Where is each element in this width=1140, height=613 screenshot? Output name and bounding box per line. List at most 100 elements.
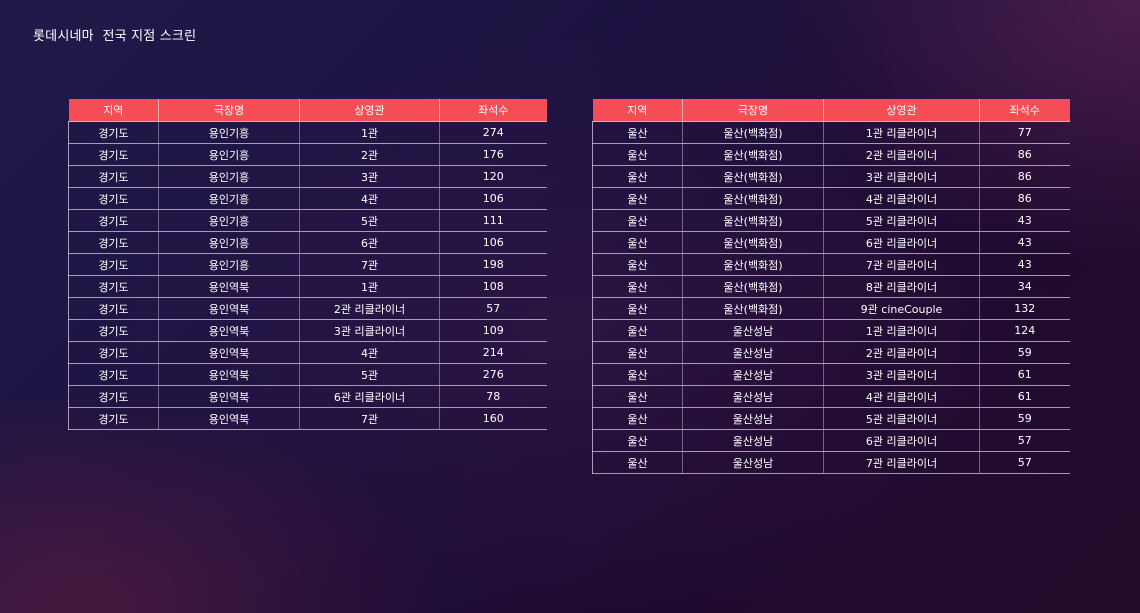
cell-theater[interactable]: 울산(백화점)	[682, 187, 824, 210]
cell-region[interactable]: 경기도	[68, 363, 159, 386]
cell-region[interactable]: 울산	[592, 319, 683, 342]
cell-region[interactable]: 경기도	[68, 209, 159, 232]
cell-theater[interactable]: 용인역북	[158, 385, 300, 408]
cell-theater[interactable]: 울산성남	[682, 407, 824, 430]
cell-screen[interactable]: 5관 리클라이너	[823, 209, 980, 232]
cell-theater[interactable]: 용인기흥	[158, 253, 300, 276]
cell-screen[interactable]: 8관 리클라이너	[823, 275, 980, 298]
cell-region[interactable]: 울산	[592, 407, 683, 430]
column-header-seats[interactable]: 좌석수	[979, 99, 1070, 122]
column-header-theater[interactable]: 극장명	[682, 99, 824, 122]
cell-seats[interactable]: 111	[439, 209, 547, 232]
cell-theater[interactable]: 울산(백화점)	[682, 165, 824, 188]
cell-seats[interactable]: 176	[439, 143, 547, 166]
cell-region[interactable]: 경기도	[68, 385, 159, 408]
cell-seats[interactable]: 132	[979, 297, 1070, 320]
cell-screen[interactable]: 1관 리클라이너	[823, 121, 980, 144]
cell-theater[interactable]: 용인기흥	[158, 187, 300, 210]
column-header-screen[interactable]: 상영관	[299, 99, 440, 122]
column-header-theater[interactable]: 극장명	[158, 99, 300, 122]
cell-seats[interactable]: 86	[979, 165, 1070, 188]
cell-region[interactable]: 울산	[592, 429, 683, 452]
cell-seats[interactable]: 77	[979, 121, 1070, 144]
cell-theater[interactable]: 울산성남	[682, 385, 824, 408]
cell-theater[interactable]: 용인역북	[158, 319, 300, 342]
cell-seats[interactable]: 43	[979, 231, 1070, 254]
cell-theater[interactable]: 울산(백화점)	[682, 297, 824, 320]
cell-region[interactable]: 경기도	[68, 341, 159, 364]
cell-theater[interactable]: 용인역북	[158, 297, 300, 320]
cell-region[interactable]: 경기도	[68, 231, 159, 254]
cell-seats[interactable]: 109	[439, 319, 547, 342]
cell-theater[interactable]: 용인역북	[158, 341, 300, 364]
cell-seats[interactable]: 108	[439, 275, 547, 298]
cell-seats[interactable]: 78	[439, 385, 547, 408]
cell-screen[interactable]: 1관 리클라이너	[823, 319, 980, 342]
cell-seats[interactable]: 274	[439, 121, 547, 144]
cell-screen[interactable]: 4관 리클라이너	[823, 385, 980, 408]
cell-theater[interactable]: 울산(백화점)	[682, 121, 824, 144]
cell-seats[interactable]: 86	[979, 187, 1070, 210]
cell-seats[interactable]: 124	[979, 319, 1070, 342]
cell-region[interactable]: 경기도	[68, 121, 159, 144]
cell-seats[interactable]: 59	[979, 341, 1070, 364]
cell-screen[interactable]: 4관 리클라이너	[823, 187, 980, 210]
cell-screen[interactable]: 6관	[299, 231, 440, 254]
cell-seats[interactable]: 198	[439, 253, 547, 276]
cell-region[interactable]: 경기도	[68, 143, 159, 166]
cell-screen[interactable]: 2관 리클라이너	[823, 341, 980, 364]
cell-region[interactable]: 울산	[592, 297, 683, 320]
cell-seats[interactable]: 160	[439, 407, 547, 430]
cell-screen[interactable]: 7관 리클라이너	[823, 253, 980, 276]
cell-region[interactable]: 울산	[592, 341, 683, 364]
cell-screen[interactable]: 6관 리클라이너	[299, 385, 440, 408]
column-header-region[interactable]: 지역	[592, 99, 683, 122]
cell-screen[interactable]: 2관	[299, 143, 440, 166]
cell-screen[interactable]: 6관 리클라이너	[823, 429, 980, 452]
cell-theater[interactable]: 용인기흥	[158, 121, 300, 144]
cell-screen[interactable]: 4관	[299, 341, 440, 364]
cell-region[interactable]: 경기도	[68, 297, 159, 320]
cell-theater[interactable]: 울산(백화점)	[682, 275, 824, 298]
cell-seats[interactable]: 43	[979, 209, 1070, 232]
cell-seats[interactable]: 61	[979, 385, 1070, 408]
cell-region[interactable]: 울산	[592, 143, 683, 166]
cell-screen[interactable]: 1관	[299, 121, 440, 144]
cell-region[interactable]: 울산	[592, 165, 683, 188]
cell-screen[interactable]: 3관 리클라이너	[823, 363, 980, 386]
cell-seats[interactable]: 57	[979, 429, 1070, 452]
cell-theater[interactable]: 울산성남	[682, 341, 824, 364]
cell-theater[interactable]: 울산성남	[682, 363, 824, 386]
cell-region[interactable]: 경기도	[68, 187, 159, 210]
cell-seats[interactable]: 57	[439, 297, 547, 320]
cell-region[interactable]: 울산	[592, 187, 683, 210]
cell-theater[interactable]: 용인기흥	[158, 231, 300, 254]
cell-screen[interactable]: 9관 cineCouple	[823, 297, 980, 320]
cell-screen[interactable]: 2관 리클라이너	[299, 297, 440, 320]
cell-seats[interactable]: 43	[979, 253, 1070, 276]
cell-seats[interactable]: 106	[439, 187, 547, 210]
cell-region[interactable]: 경기도	[68, 407, 159, 430]
cell-theater[interactable]: 용인역북	[158, 363, 300, 386]
cell-screen[interactable]: 5관	[299, 209, 440, 232]
cell-theater[interactable]: 용인기흥	[158, 165, 300, 188]
cell-screen[interactable]: 3관	[299, 165, 440, 188]
cell-screen[interactable]: 7관 리클라이너	[823, 451, 980, 474]
cell-seats[interactable]: 34	[979, 275, 1070, 298]
cell-region[interactable]: 울산	[592, 231, 683, 254]
cell-theater[interactable]: 울산(백화점)	[682, 253, 824, 276]
column-header-screen[interactable]: 상영관	[823, 99, 980, 122]
cell-seats[interactable]: 57	[979, 451, 1070, 474]
cell-region[interactable]: 경기도	[68, 319, 159, 342]
cell-screen[interactable]: 5관	[299, 363, 440, 386]
cell-seats[interactable]: 214	[439, 341, 547, 364]
cell-theater[interactable]: 용인기흥	[158, 209, 300, 232]
cell-seats[interactable]: 106	[439, 231, 547, 254]
cell-screen[interactable]: 6관 리클라이너	[823, 231, 980, 254]
cell-seats[interactable]: 276	[439, 363, 547, 386]
cell-region[interactable]: 울산	[592, 451, 683, 474]
cell-screen[interactable]: 5관 리클라이너	[823, 407, 980, 430]
cell-seats[interactable]: 86	[979, 143, 1070, 166]
cell-theater[interactable]: 울산성남	[682, 451, 824, 474]
cell-region[interactable]: 울산	[592, 209, 683, 232]
